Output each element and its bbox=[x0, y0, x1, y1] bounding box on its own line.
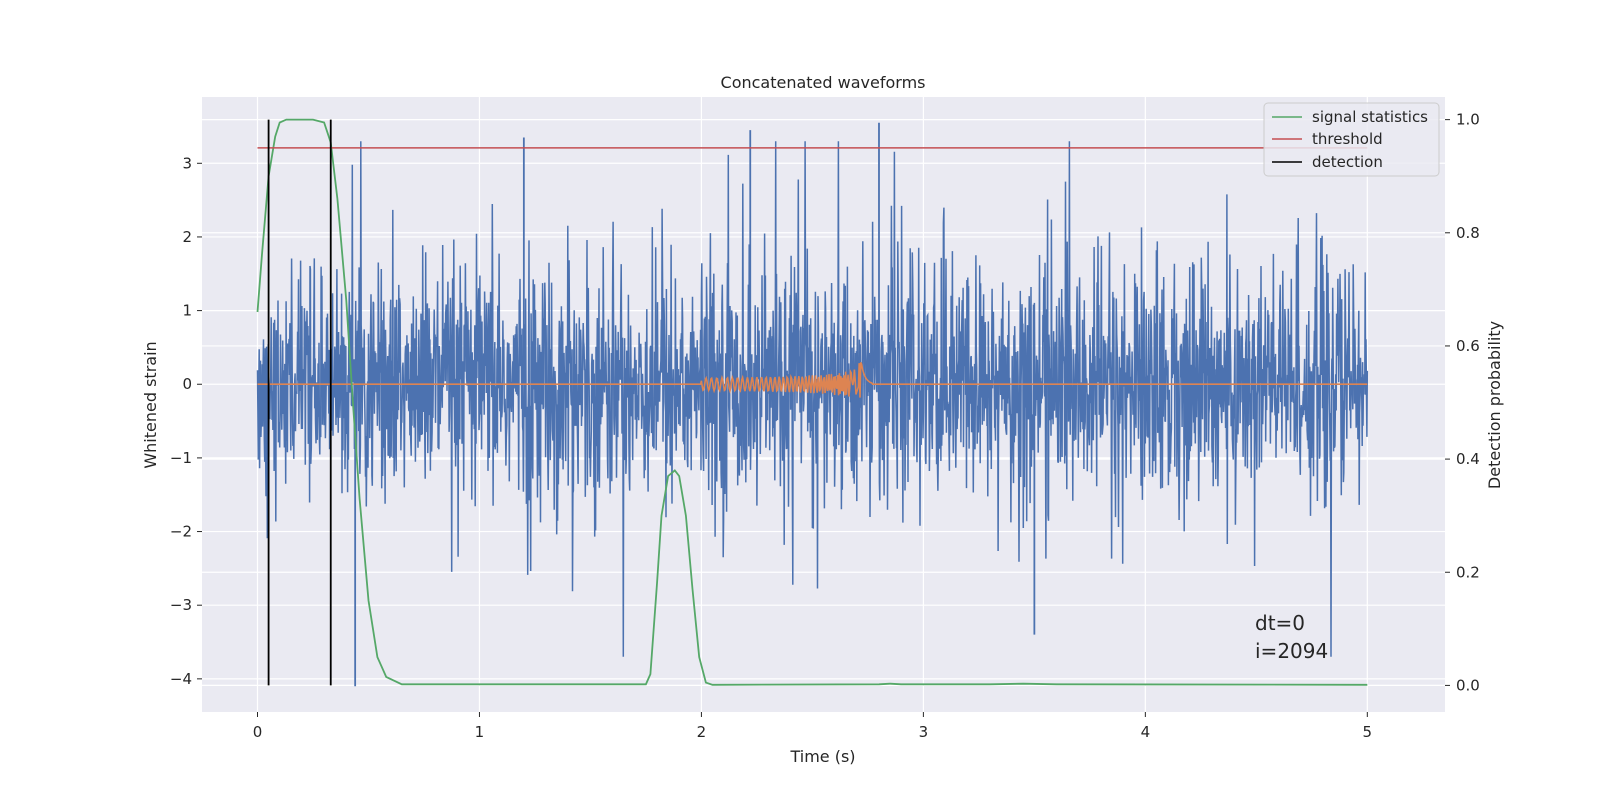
strain-line bbox=[256, 141, 1369, 657]
y-right-tick-label: 0.4 bbox=[1456, 450, 1480, 468]
x-tick-label: 5 bbox=[1363, 723, 1373, 741]
legend-detection-label: detection bbox=[1312, 153, 1383, 171]
x-axis-label: Time (s) bbox=[789, 747, 855, 766]
legend: signal statistics threshold detection bbox=[1263, 102, 1440, 177]
x-tick-label: 1 bbox=[475, 723, 485, 741]
x-tick-label: 0 bbox=[253, 723, 263, 741]
legend-threshold-label: threshold bbox=[1312, 130, 1383, 148]
x-tick-label: 4 bbox=[1141, 723, 1151, 741]
annotation-dt: dt=0 bbox=[1255, 611, 1305, 635]
y-left-tick-label: −2 bbox=[170, 523, 192, 541]
chart-title: Concatenated waveforms bbox=[721, 73, 926, 92]
y-left-tick-label: −1 bbox=[170, 449, 192, 467]
y-left-tick-label: −3 bbox=[170, 596, 192, 614]
signal-statistics-line bbox=[256, 118, 1368, 686]
y-left-tick-label: 2 bbox=[182, 228, 192, 246]
ticks: 0 1 2 3 4 5 −4 −3 −2 −1 0 1 2 3 0.0 0.2 0.4 0.6 0.8 1.0 bbox=[170, 111, 1480, 741]
x-tick-label: 3 bbox=[919, 723, 929, 741]
y-right-tick-label: 1.0 bbox=[1456, 111, 1480, 129]
probability-overlay bbox=[256, 118, 1368, 686]
y-right-tick-label: 0.0 bbox=[1456, 676, 1480, 694]
y-axis-right-label: Detection probability bbox=[1485, 321, 1504, 489]
y-right-tick-label: 0.8 bbox=[1456, 224, 1480, 242]
y-right-tick-label: 0.2 bbox=[1456, 563, 1480, 581]
y-left-tick-label: 0 bbox=[182, 375, 192, 393]
y-left-tick-label: 1 bbox=[182, 302, 192, 320]
chirp-line bbox=[257, 362, 1368, 398]
y-left-tick-label: 3 bbox=[182, 154, 192, 172]
y-axis-left-label: Whitened strain bbox=[141, 341, 160, 468]
y-right-tick-label: 0.6 bbox=[1456, 337, 1480, 355]
y-left-tick-label: −4 bbox=[170, 670, 192, 688]
chirp-series bbox=[257, 362, 1368, 398]
legend-signal-statistics-label: signal statistics bbox=[1312, 108, 1428, 126]
x-tick-label: 2 bbox=[697, 723, 707, 741]
annotation-index: i=2094 bbox=[1255, 639, 1328, 663]
legend-box bbox=[1263, 102, 1440, 177]
